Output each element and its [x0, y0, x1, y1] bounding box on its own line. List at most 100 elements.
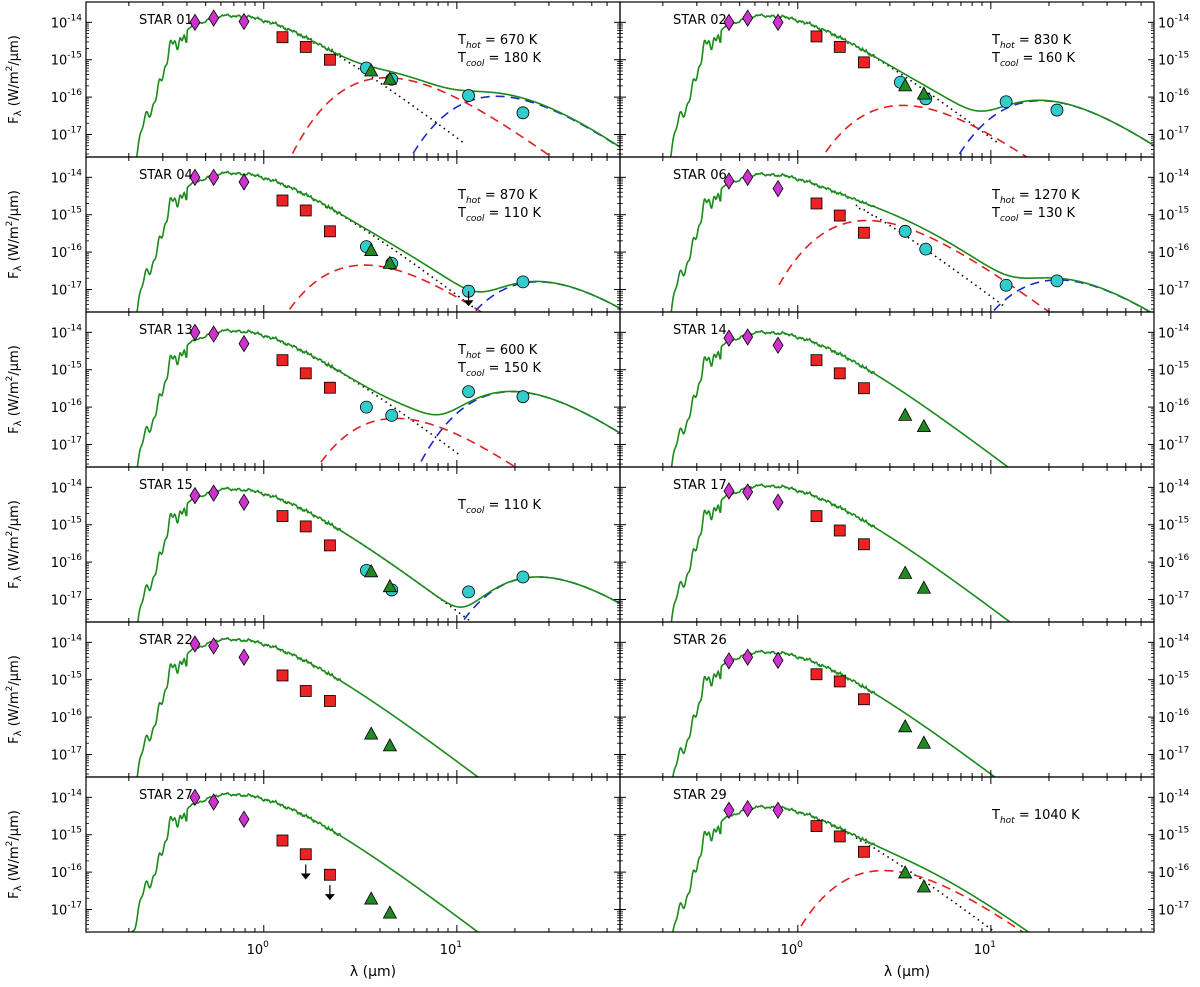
circle-point — [898, 224, 912, 238]
square-point — [276, 354, 289, 367]
panel-star-13: 10-14 10-15 10-16 10-17 STAR 13 Thot = 600 KT… — [5, 311, 621, 468]
triangle-point — [382, 578, 398, 593]
temperature-label: Tcool = 130 K — [991, 206, 1076, 224]
square-point — [833, 524, 846, 537]
model-sed-line — [670, 171, 1152, 312]
panel-title: STAR 17 — [673, 478, 727, 493]
triangle-point — [898, 78, 913, 92]
diamond-point — [772, 801, 784, 820]
square-point — [323, 539, 336, 552]
y-tick-label-right: 10-16 — [1158, 398, 1190, 416]
triangle-point — [364, 563, 379, 578]
temperature-label: Tcool = 110 K — [457, 498, 542, 516]
diamond-point — [238, 810, 250, 828]
diamond-point — [189, 323, 201, 342]
y-tick-label-right: 10-16 — [1158, 708, 1190, 726]
model-sed-line — [131, 791, 480, 932]
circle-point — [1050, 274, 1064, 288]
diamond-point — [723, 13, 735, 32]
y-tick-label: 10-14 — [51, 323, 83, 341]
y-axis-label: Fλ (W/m2/μm) — [5, 190, 24, 279]
x-axis: 100 101 λ (μm) 100 101 λ (μm) — [247, 940, 996, 980]
circle-point — [516, 570, 530, 584]
plot-area — [137, 484, 620, 622]
y-tick-label: 10-15 — [51, 51, 82, 69]
square-point — [323, 695, 336, 707]
square-point — [810, 30, 823, 43]
y-tick-label-right: 10-15 — [1158, 361, 1189, 379]
diamond-point — [238, 173, 250, 191]
y-tick-label-right: 10-14 — [1158, 478, 1190, 496]
y-tick-label: 10-16 — [51, 88, 83, 106]
panel-star-27: 10-14 10-15 10-16 10-17 STAR 27 Fλ (W/m2/μm) — [5, 776, 621, 933]
temperature-label: Thot = 830 K — [991, 33, 1072, 51]
triangle-point — [916, 879, 932, 893]
photosphere-tail-line — [855, 204, 1007, 309]
square-point — [810, 197, 823, 210]
diamond-point — [238, 12, 250, 31]
y-tick-label-right: 10-15 — [1158, 516, 1189, 534]
square-point — [857, 538, 870, 551]
square-point — [810, 820, 823, 833]
y-tick-label: 10-15 — [51, 826, 82, 844]
square-point — [276, 669, 289, 682]
square-point — [323, 53, 336, 66]
y-tick-label: 10-16 — [51, 863, 83, 881]
square-point — [299, 204, 312, 217]
y-tick-label-right: 10-14 — [1158, 788, 1190, 806]
model-sed-line — [670, 483, 1012, 622]
y-tick-label: 10-16 — [51, 708, 83, 726]
y-tick-label-right: 10-14 — [1158, 633, 1190, 651]
upper-limit-arrow — [324, 894, 335, 901]
cool-dust-line — [417, 390, 620, 467]
circle-point — [516, 106, 530, 120]
model-sed-line — [672, 649, 997, 777]
diamond-point — [189, 486, 201, 505]
temperature-label: Tcool = 160 K — [991, 51, 1076, 69]
y-tick-label: 10-15 — [51, 206, 82, 224]
panel-title: STAR 04 — [139, 168, 193, 183]
diamond-point — [189, 168, 201, 187]
cool-dust-line — [461, 576, 620, 622]
diamond-point — [208, 637, 220, 655]
y-tick-label-right: 10-14 — [1158, 323, 1190, 341]
y-tick-label: 10-17 — [51, 590, 82, 608]
x-tick-label: 100 — [781, 940, 804, 958]
diamond-point — [208, 484, 220, 502]
upper-limit-arrow — [463, 300, 474, 307]
diamond-point — [772, 651, 784, 670]
diamond-point — [742, 9, 754, 27]
photosphere-tail-line — [321, 45, 464, 144]
diamond-point — [723, 482, 735, 500]
hot-dust-line — [286, 264, 483, 312]
plot-area — [670, 328, 1010, 467]
diamond-point — [742, 799, 754, 818]
square-point — [323, 868, 336, 881]
triangle-point — [364, 726, 379, 740]
panel-star-02: 10-14 10-15 10-16 10-17 STAR 02 Thot = 830 KT… — [619, 1, 1190, 158]
square-point — [810, 354, 823, 367]
temperature-label: Thot = 1270 K — [991, 188, 1080, 206]
model-sed-line — [136, 170, 620, 312]
circle-point — [462, 585, 475, 599]
panel-title: STAR 27 — [139, 788, 193, 803]
circle-point — [462, 385, 475, 398]
y-tick-label-right: 10-16 — [1158, 863, 1190, 881]
diamond-point — [208, 9, 220, 27]
panel-title: STAR 22 — [139, 633, 193, 648]
square-point — [833, 675, 846, 688]
y-tick-label-right: 10-17 — [1158, 280, 1189, 298]
square-point — [323, 225, 336, 238]
circle-point — [516, 390, 530, 404]
y-tick-label: 10-17 — [51, 125, 82, 143]
diamond-point — [189, 635, 201, 653]
triangle-point — [898, 718, 913, 733]
y-tick-label: 10-17 — [51, 900, 82, 918]
y-tick-label-right: 10-14 — [1158, 13, 1190, 31]
panel-title: STAR 06 — [673, 168, 727, 183]
square-point — [857, 56, 870, 69]
panel-title: STAR 29 — [673, 788, 727, 803]
y-tick-label: 10-15 — [51, 361, 82, 379]
y-tick-label-right: 10-17 — [1158, 435, 1189, 453]
circle-point — [1050, 103, 1064, 117]
